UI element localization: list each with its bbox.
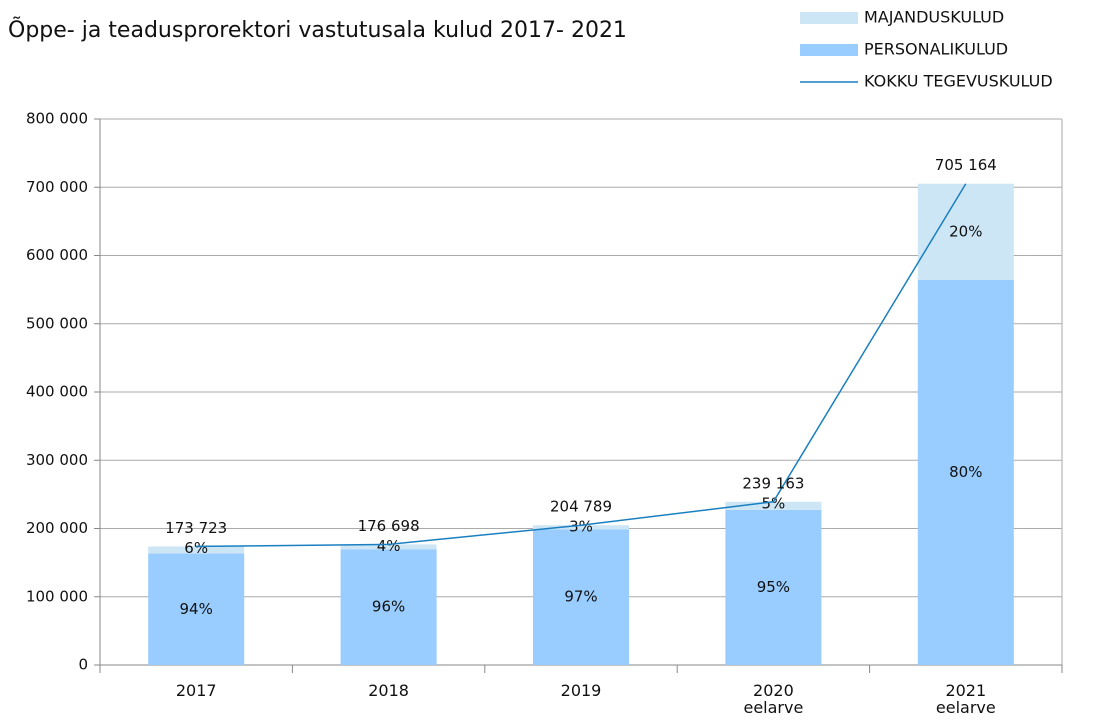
- bar-segment: [148, 553, 245, 665]
- bar-label: 97%: [564, 588, 597, 606]
- line-label: 705 164: [935, 156, 997, 174]
- line-label: 239 163: [742, 474, 804, 492]
- line-label: 173 723: [165, 519, 227, 537]
- bar-segment: [725, 501, 822, 510]
- y-tick-label: 800 000: [26, 110, 88, 128]
- bar-label: 6%: [184, 539, 208, 557]
- bar-segment: [148, 546, 245, 554]
- x-tick-label: 2020 eelarve: [743, 681, 804, 717]
- line: [196, 183, 967, 548]
- bar-segment: [533, 525, 629, 530]
- y-tick-label: 200 000: [26, 519, 88, 537]
- bar-label: 95%: [757, 578, 790, 596]
- bar-segment: [725, 509, 822, 665]
- bar-segment: [917, 183, 1014, 280]
- bar-label: 96%: [372, 598, 405, 616]
- bar-label: 4%: [377, 537, 401, 555]
- legend-label: MAJANDUSKULUD: [864, 8, 1004, 27]
- y-tick-label: 0: [78, 656, 88, 674]
- y-tick-label: 500 000: [26, 314, 88, 332]
- x-tick-label: 2021 eelarve: [935, 681, 996, 717]
- bar-label: 20%: [949, 222, 982, 240]
- x-tick-label: 2017: [175, 681, 217, 700]
- legend-label: KOKKU TEGEVUSKULUD: [864, 72, 1053, 91]
- legend-swatch: [800, 44, 858, 56]
- bar-segment: [917, 279, 1014, 665]
- bar-label: 80%: [949, 463, 982, 481]
- y-tick-label: 400 000: [26, 383, 88, 401]
- bar-label: 5%: [762, 494, 786, 512]
- legend-label: PERSONALIKULUD: [864, 40, 1008, 59]
- bar-label: 94%: [180, 600, 213, 618]
- x-tick-label: 2018: [368, 681, 409, 700]
- chart-title: Õppe- ja teadusprorektori vastutusala ku…: [8, 16, 627, 43]
- y-tick-label: 600 000: [26, 246, 88, 264]
- y-tick-label: 700 000: [26, 178, 88, 196]
- line-label: 176 698: [358, 517, 420, 535]
- bar-label: 3%: [569, 518, 593, 536]
- legend-swatch: [800, 12, 858, 24]
- x-tick-label: 2019: [560, 681, 602, 700]
- bar-segment: [340, 549, 437, 665]
- y-tick-label: 300 000: [26, 451, 88, 469]
- bar-segment: [533, 529, 629, 665]
- y-tick-label: 100 000: [26, 587, 88, 605]
- line-label: 204 789: [550, 498, 612, 516]
- bar-segment: [340, 544, 437, 550]
